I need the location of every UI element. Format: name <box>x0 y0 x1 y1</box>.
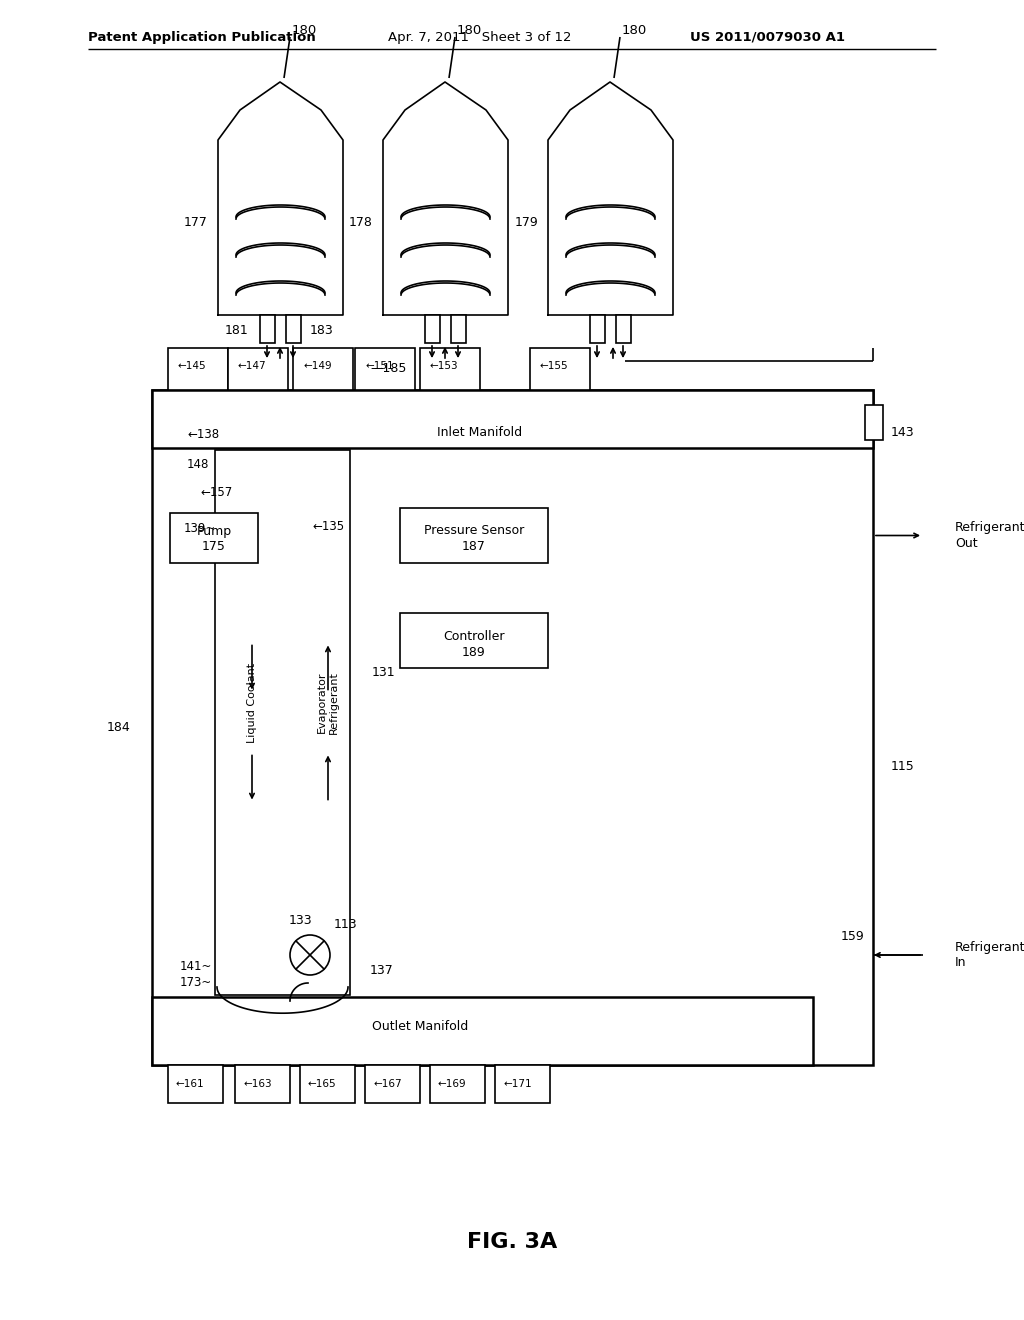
Text: ←145: ←145 <box>178 360 207 371</box>
Text: 183: 183 <box>310 325 334 338</box>
Text: ←167: ←167 <box>373 1078 401 1089</box>
Bar <box>355 348 415 389</box>
Text: ←161: ←161 <box>176 1078 205 1089</box>
Text: Controller: Controller <box>443 630 505 643</box>
Bar <box>425 315 440 343</box>
Bar <box>530 348 590 389</box>
Text: Inlet Manifold: Inlet Manifold <box>437 426 522 440</box>
Polygon shape <box>383 82 508 315</box>
Text: Liquid Coolant: Liquid Coolant <box>247 663 257 743</box>
Text: —185: —185 <box>370 362 407 375</box>
Text: 180: 180 <box>292 24 317 37</box>
Text: In: In <box>955 957 967 969</box>
Text: ←165: ←165 <box>308 1078 337 1089</box>
Text: 115: 115 <box>891 760 914 772</box>
Polygon shape <box>218 82 343 315</box>
Text: Pressure Sensor: Pressure Sensor <box>424 524 524 537</box>
Text: 148: 148 <box>187 458 209 471</box>
Bar <box>451 315 466 343</box>
Text: Apr. 7, 2011   Sheet 3 of 12: Apr. 7, 2011 Sheet 3 of 12 <box>388 30 571 44</box>
Text: ←147: ←147 <box>238 360 266 371</box>
Text: 137: 137 <box>370 964 394 977</box>
Bar <box>234 1065 290 1104</box>
Text: Refrigerant: Refrigerant <box>955 521 1024 535</box>
Text: Outlet Manifold: Outlet Manifold <box>372 1020 468 1034</box>
Text: 175: 175 <box>202 540 226 553</box>
Text: Evaporator
Refrigerant: Evaporator Refrigerant <box>317 671 339 734</box>
Text: 177: 177 <box>184 216 208 228</box>
Text: 113: 113 <box>333 919 356 932</box>
Text: 180: 180 <box>622 24 647 37</box>
Bar <box>293 348 353 389</box>
Polygon shape <box>548 82 673 315</box>
Bar <box>865 405 883 440</box>
Text: ←153: ←153 <box>430 360 459 371</box>
Text: ←171: ←171 <box>503 1078 531 1089</box>
Bar <box>400 612 548 668</box>
Text: 143: 143 <box>891 426 914 440</box>
Text: 133: 133 <box>288 913 312 927</box>
Text: 179: 179 <box>514 216 538 228</box>
Bar <box>168 348 228 389</box>
Text: 184: 184 <box>106 721 130 734</box>
Bar <box>152 389 873 1065</box>
Text: ←149: ←149 <box>303 360 332 371</box>
Text: ←155: ←155 <box>540 360 568 371</box>
Text: ←151: ←151 <box>365 360 393 371</box>
Text: US 2011/0079030 A1: US 2011/0079030 A1 <box>690 30 845 44</box>
Bar <box>260 315 275 343</box>
Text: ←135: ←135 <box>313 520 345 532</box>
Text: ←163: ←163 <box>243 1078 271 1089</box>
Text: FIG. 3A: FIG. 3A <box>467 1232 557 1251</box>
Text: 173~: 173~ <box>180 975 212 989</box>
Bar <box>365 1065 420 1104</box>
Text: 178: 178 <box>349 216 373 228</box>
Text: 139~: 139~ <box>184 521 216 535</box>
Bar <box>170 513 258 564</box>
Text: 181: 181 <box>224 325 248 338</box>
Text: ←157: ←157 <box>200 487 232 499</box>
Text: 180: 180 <box>457 24 482 37</box>
Bar <box>215 450 350 995</box>
Text: 159: 159 <box>841 931 865 944</box>
Text: ←169: ←169 <box>438 1078 467 1089</box>
Bar <box>152 389 873 447</box>
Bar <box>420 348 480 389</box>
Bar <box>400 508 548 564</box>
Text: Patent Application Publication: Patent Application Publication <box>88 30 315 44</box>
Text: Refrigerant: Refrigerant <box>955 940 1024 953</box>
Bar <box>616 315 631 343</box>
Bar <box>590 315 605 343</box>
Text: 131: 131 <box>372 667 395 678</box>
Text: 187: 187 <box>462 540 486 553</box>
Bar <box>228 348 288 389</box>
Text: 141~: 141~ <box>180 961 212 974</box>
Bar <box>495 1065 550 1104</box>
Text: Pump: Pump <box>197 524 231 537</box>
Text: 189: 189 <box>462 645 485 659</box>
Bar <box>168 1065 223 1104</box>
Text: ←138: ←138 <box>187 429 219 441</box>
Bar <box>286 315 301 343</box>
Bar <box>300 1065 355 1104</box>
Bar <box>152 997 813 1065</box>
Text: Out: Out <box>955 537 978 550</box>
Bar <box>430 1065 485 1104</box>
